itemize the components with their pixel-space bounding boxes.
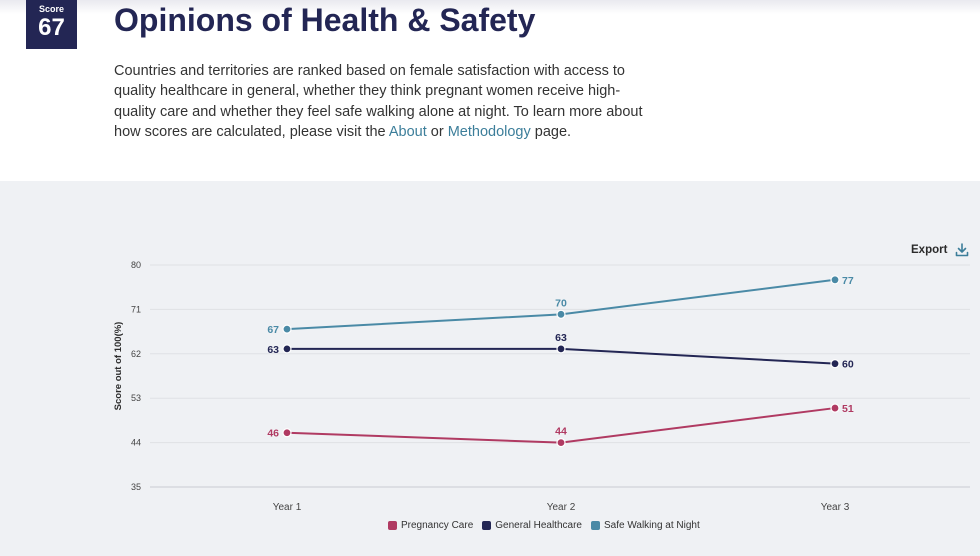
legend-item[interactable]: Pregnancy Care xyxy=(388,520,473,531)
data-label: 77 xyxy=(842,275,854,287)
y-tick-label: 71 xyxy=(131,304,141,314)
export-label: Export xyxy=(911,244,948,256)
description-text-2: or xyxy=(426,124,448,141)
page-title: Opinions of Health & Safety xyxy=(114,2,536,38)
legend-label: General Healthcare xyxy=(495,520,582,531)
x-tick-label: Year 3 xyxy=(821,502,850,513)
page-description: Countries and territories are ranked bas… xyxy=(114,61,644,143)
legend-item[interactable]: Safe Walking at Night xyxy=(590,520,700,531)
legend-label: Safe Walking at Night xyxy=(603,520,700,531)
data-point[interactable] xyxy=(282,324,292,334)
methodology-link[interactable]: Methodology xyxy=(447,124,531,141)
y-tick-label: 35 xyxy=(131,482,141,492)
data-point[interactable] xyxy=(282,428,292,438)
data-label: 63 xyxy=(267,344,279,356)
data-label: 63 xyxy=(555,332,567,344)
legend-swatch xyxy=(388,521,397,530)
x-tick-label: Year 2 xyxy=(547,502,576,513)
description-text-3: page. xyxy=(530,124,572,141)
legend-swatch xyxy=(590,521,600,530)
data-point[interactable] xyxy=(282,344,292,354)
data-point[interactable] xyxy=(556,344,566,354)
y-tick-label: 53 xyxy=(131,393,141,403)
data-point[interactable] xyxy=(830,359,840,369)
y-axis-label: Score out of 100(%) xyxy=(113,322,124,411)
score-badge: Score 67 xyxy=(26,0,77,49)
data-label: 44 xyxy=(555,426,567,438)
download-icon xyxy=(956,243,969,257)
y-tick-label: 44 xyxy=(131,438,141,448)
legend-item[interactable]: General Healthcare xyxy=(482,520,582,531)
chart-panel xyxy=(0,181,980,556)
y-tick-label: 80 xyxy=(131,260,141,270)
score-label: Score xyxy=(38,4,64,14)
export-button[interactable]: Export xyxy=(911,240,969,260)
score-value: 67 xyxy=(38,14,65,41)
data-point[interactable] xyxy=(556,309,566,319)
description-text-1: Countries and territories are ranked bas… xyxy=(114,63,643,141)
data-label: 46 xyxy=(267,428,279,440)
data-label: 70 xyxy=(555,297,567,309)
data-point[interactable] xyxy=(830,403,840,413)
data-label: 67 xyxy=(267,324,279,336)
data-label: 51 xyxy=(842,403,854,415)
data-label: 60 xyxy=(842,359,854,371)
chart-legend: Pregnancy Care General Healthcare Safe Wal… xyxy=(388,520,700,531)
x-tick-label: Year 1 xyxy=(273,502,302,513)
data-point[interactable] xyxy=(556,438,566,448)
line-chart: 35 44 53 62 71 80 Score out of 100(%) Year 1 Yea… xyxy=(113,260,970,513)
data-point[interactable] xyxy=(830,275,840,285)
top-band xyxy=(0,0,980,14)
legend-label: Pregnancy Care xyxy=(401,520,474,531)
about-link[interactable]: About xyxy=(388,124,427,141)
y-tick-label: 62 xyxy=(131,349,141,359)
legend-swatch xyxy=(482,521,492,530)
